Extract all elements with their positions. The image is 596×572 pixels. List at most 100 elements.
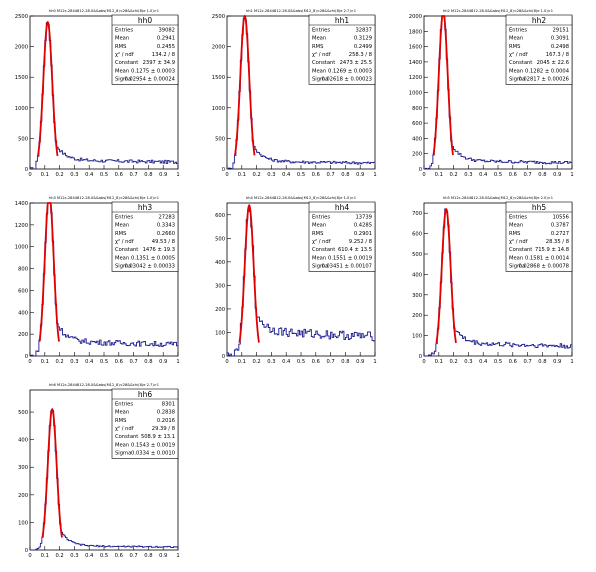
x-tick-label: 0 [28,553,31,559]
gaussian-fit-curve [234,14,256,156]
stats-label: Entries [509,27,527,33]
stats-label: χ² / ndf [115,426,134,432]
x-tick-label: 0.9 [159,172,167,178]
chart-header: hh2 M12c-2844812-28.0&&abs(M12_8)<28&&ch… [443,9,553,13]
y-tick-label: 0 [25,167,28,173]
x-tick-label: 1 [570,172,573,178]
stats-label: Mean [509,255,523,261]
stats-title: hh0 [138,16,153,25]
x-tick-label: 0.7 [523,359,531,365]
y-tick-label: 600 [412,121,422,127]
x-tick-label: 0.3 [70,553,78,559]
stats-label: RMS [312,44,323,50]
stats-value: 0.3091 [551,36,569,42]
stats-value: 39082 [158,27,175,33]
y-tick-label: 400 [18,438,28,444]
y-tick-label: 800 [18,267,28,273]
x-tick-label: 0.9 [356,172,364,178]
stats-value: 2397 ± 34.9 [143,60,175,66]
y-tick-label: 1400 [409,60,422,66]
stats-value: 2045 ± 22.6 [537,60,569,66]
stats-value: 0.02954 ± 0.00024 [124,77,175,83]
x-tick-label: 0.1 [41,172,49,178]
y-tick-label: 100 [412,334,422,340]
chart-header: hh0 M12c-2844812-28.0&&abs(M12_8)<28&&ch… [49,9,159,13]
x-tick-label: 0.4 [479,172,488,178]
x-tick-label: 0.1 [238,359,246,365]
stats-value: 508.9 ± 13.1 [141,434,175,440]
x-tick-label: 0 [422,172,425,178]
x-tick-label: 0.6 [509,359,517,365]
y-tick-label: 0 [419,354,422,360]
y-tick-label: 700 [412,211,422,217]
stats-value: 167.3 / 8 [546,52,569,58]
y-tick-label: 1600 [409,45,422,51]
x-tick-label: 0.9 [356,359,364,365]
x-tick-label: 0.3 [267,359,275,365]
y-tick-label: 500 [412,252,422,258]
stats-label: Mean [312,68,326,74]
stats-title: hh4 [335,203,350,212]
x-tick-label: 0.4 [479,359,488,365]
x-tick-label: 1 [570,359,573,365]
stats-value: 28.35 / 8 [546,239,569,245]
stats-label: Mean [115,442,129,448]
stats-label: Sigma [509,77,525,83]
y-tick-label: 1500 [15,75,28,81]
chart-hh1: hh1 M12c-2844812-28.0&&abs(M12_8)<28&&ch… [212,9,377,178]
stats-label: RMS [115,418,126,424]
x-tick-label: 0.7 [129,359,137,365]
chart-header: hh1 M12c-2844812-28.0&&abs(M12_8)<28&&ch… [246,9,356,13]
chart-hh6: hh6 M12c-2844812-28.0&&abs(M12_8)<28&&ch… [18,383,180,559]
stats-value: 0.2901 [354,231,372,237]
gaussian-fit-curve [41,407,63,538]
stats-label: Constant [115,60,138,66]
y-tick-label: 2000 [15,45,28,51]
stats-label: Sigma [115,77,131,83]
y-tick-label: 1000 [15,245,28,251]
x-tick-label: 0.7 [523,172,531,178]
stats-label: Mean [115,36,129,42]
stats-value: 29.39 / 8 [152,426,175,432]
y-tick-label: 1000 [409,91,422,97]
x-tick-label: 0.8 [538,172,546,178]
y-tick-label: 500 [215,236,225,242]
y-tick-label: 300 [215,283,225,289]
stats-value: 27283 [158,214,175,220]
stats-box [111,388,179,459]
y-tick-label: 800 [412,106,422,112]
stats-label: RMS [312,231,323,237]
stats-title: hh1 [335,16,350,25]
stats-value: 0.2941 [157,36,175,42]
y-tick-label: 400 [412,272,422,278]
stats-label: Constant [115,434,138,440]
y-tick-label: 500 [18,410,28,416]
stats-value: 0.03042 ± 0.00033 [124,264,175,270]
chart-hh0: hh0 M12c-2844812-28.0&&abs(M12_8)<28&&ch… [15,9,180,178]
gaussian-fit-curve [238,203,260,343]
stats-label: Mean [312,223,326,229]
y-tick-label: 200 [412,152,422,158]
x-tick-label: 0.1 [41,359,49,365]
chart-header: hh5 M12c-2844812-28.0&&abs(M12_8)<28&&ch… [443,196,553,200]
x-tick-label: 0.8 [144,359,152,365]
stats-value: 0.2455 [157,44,175,50]
stats-title: hh3 [138,203,153,212]
stats-value: 0.2498 [551,44,569,50]
stats-value: 0.1269 ± 0.0003 [328,68,372,74]
stats-title: hh2 [532,16,547,25]
chart-hh2: hh2 M12c-2844812-28.0&&abs(M12_8)<28&&ch… [409,9,574,178]
x-tick-label: 0.4 [282,359,291,365]
y-tick-label: 100 [215,330,225,336]
stats-value: 0.2838 [157,410,175,416]
stats-label: χ² / ndf [509,52,528,58]
y-tick-label: 500 [18,136,28,142]
stats-label: Mean [115,255,129,261]
x-tick-label: 0.3 [70,172,78,178]
stats-value: 258.3 / 8 [349,52,372,58]
y-tick-label: 400 [412,136,422,142]
x-tick-label: 0.6 [312,359,320,365]
x-tick-label: 1 [176,553,179,559]
x-tick-label: 0.6 [509,172,517,178]
